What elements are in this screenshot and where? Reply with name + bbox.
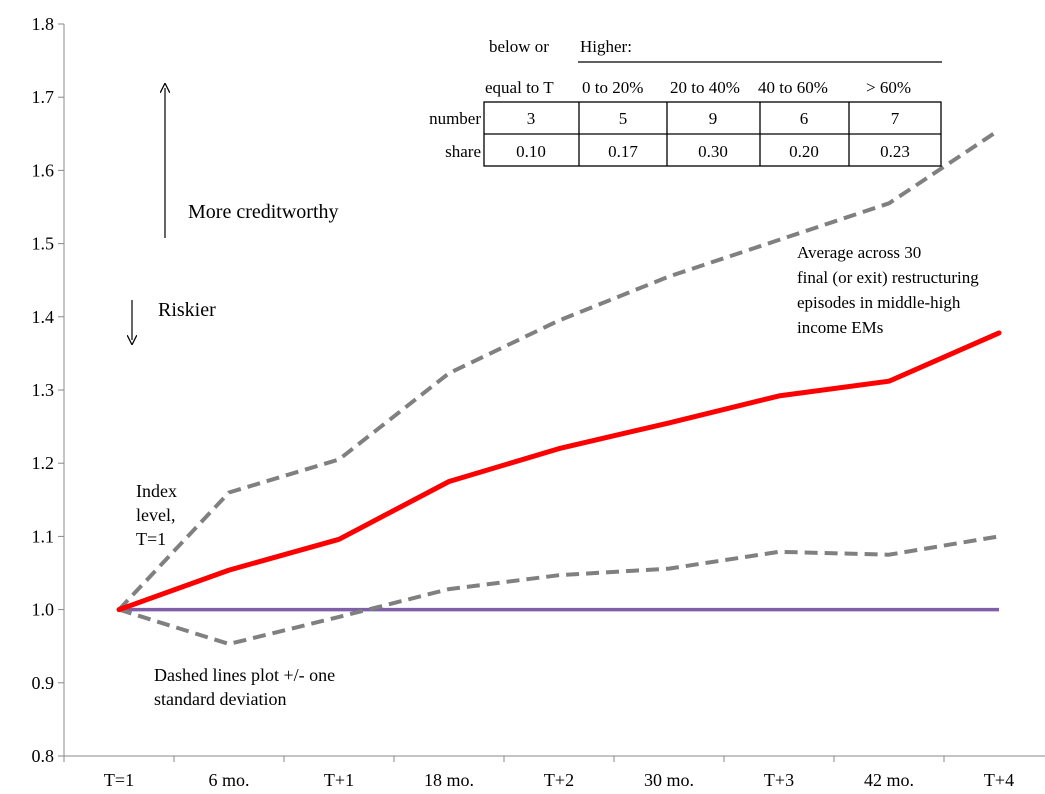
average-note-line-4: income EMs: [797, 318, 883, 337]
dashed-note-line-2: standard deviation: [154, 689, 286, 709]
x-tick-label: T=1: [104, 770, 134, 790]
x-tick-label: 30 mo.: [644, 770, 694, 790]
table-col-header: 40 to 60%: [758, 78, 828, 97]
table-cell: 7: [891, 109, 900, 128]
series-layer: [116, 128, 1002, 646]
x-tick-label: 18 mo.: [424, 770, 474, 790]
x-tick-label: T+2: [544, 770, 574, 790]
x-axis-ticks: T=1 6 mo. T+1 18 mo. T+2 30 mo. T+3 42 mo. T+4: [63, 756, 1014, 790]
table-row-label-share: share: [445, 142, 481, 161]
x-tick-label: T+3: [764, 770, 794, 790]
table-cell: 0.20: [789, 142, 819, 161]
table-col-header: 20 to 40%: [670, 78, 740, 97]
table-cell: 0.17: [608, 142, 638, 161]
index-level-line-2: level,: [136, 505, 175, 525]
table-cell: 0.23: [880, 142, 910, 161]
x-tick-label: 6 mo.: [208, 770, 249, 790]
table-header-below-or: below or: [489, 37, 549, 56]
y-tick-label: 0.9: [32, 673, 55, 693]
table-cell: 0.10: [516, 142, 546, 161]
y-tick-label: 1.8: [32, 14, 55, 34]
distribution-table: below or Higher: equal to T 0 to 20% 20 …: [429, 37, 942, 167]
table-col-header: equal to T: [485, 78, 554, 97]
x-tick-label: T+1: [324, 770, 354, 790]
table-col-header: 0 to 20%: [582, 78, 643, 97]
riskier-label: Riskier: [158, 299, 216, 321]
y-tick-label: 1.3: [32, 380, 55, 400]
table-cell: 9: [709, 109, 718, 128]
table-row-label-number: number: [429, 109, 481, 128]
y-tick-label: 1.5: [32, 234, 55, 254]
table-cell: 6: [800, 109, 809, 128]
table-cell: 3: [527, 109, 536, 128]
x-tick-label: 42 mo.: [864, 770, 914, 790]
table-col-header: > 60%: [866, 78, 911, 97]
average-note-line-2: final (or exit) restructuring: [797, 268, 979, 287]
y-tick-label: 1.0: [32, 600, 55, 620]
y-tick-label: 0.8: [32, 746, 55, 766]
y-tick-label: 1.7: [32, 87, 55, 107]
more-creditworthy-label: More creditworthy: [188, 201, 339, 223]
table-header-higher: Higher:: [580, 37, 632, 56]
y-tick-label: 1.1: [32, 526, 55, 546]
series-line-lower: [118, 534, 1000, 646]
dashed-note-line-1: Dashed lines plot +/- one: [154, 665, 335, 685]
x-tick-label: T+4: [984, 770, 1014, 790]
y-tick-label: 1.2: [32, 453, 55, 473]
index-level-line-1: Index: [136, 481, 177, 501]
y-axis-ticks: 0.8 0.9 1.0 1.1 1.2 1.3 1.4 1.5 1.6 1.7 1.8: [32, 14, 64, 766]
table-cell: 0.30: [698, 142, 728, 161]
series-line-upper: [117, 128, 1001, 611]
table-cell: 5: [619, 109, 628, 128]
index-level-line-3: T=1: [136, 529, 166, 549]
y-tick-label: 1.4: [32, 307, 55, 327]
average-note-line-1: Average across 30: [797, 243, 921, 262]
series-line-average: [116, 330, 1002, 613]
average-note-line-3: episodes in middle-high: [797, 293, 961, 312]
y-tick-label: 1.6: [32, 160, 55, 180]
